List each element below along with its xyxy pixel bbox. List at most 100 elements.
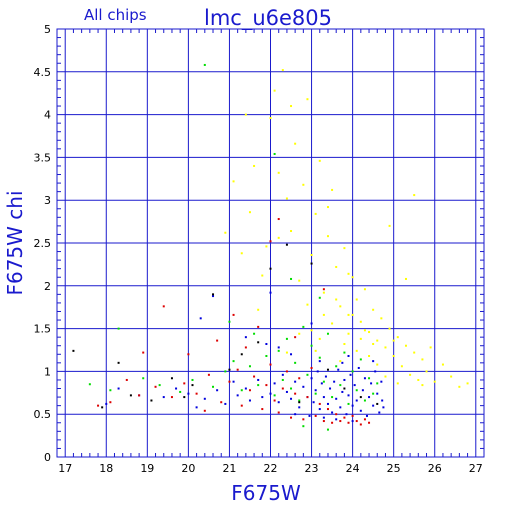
data-point (384, 346, 387, 349)
data-point (318, 337, 321, 340)
data-point (404, 277, 407, 280)
data-point (253, 164, 256, 167)
data-point (285, 197, 288, 200)
data-point (294, 392, 297, 395)
data-point (294, 142, 297, 145)
data-point (244, 336, 247, 339)
data-point (400, 365, 403, 368)
data-point (382, 406, 385, 409)
data-point (380, 380, 383, 383)
data-point (310, 377, 313, 380)
data-point (269, 291, 272, 294)
data-point (359, 358, 362, 361)
data-point (312, 401, 315, 404)
data-point (441, 363, 444, 366)
data-point (170, 377, 173, 380)
data-point (466, 382, 469, 385)
x-tick-labels: 17 18 19 20 21 22 23 24 25 26 27 (58, 462, 483, 475)
data-point (333, 380, 336, 383)
data-point (240, 404, 243, 407)
data-point (421, 358, 424, 361)
data-point (306, 373, 309, 376)
data-point (347, 313, 350, 316)
data-point (302, 425, 305, 428)
x-tick-label: 25 (387, 462, 401, 475)
data-point (314, 414, 317, 417)
data-point (273, 89, 276, 92)
data-point (343, 351, 346, 354)
data-point (117, 387, 120, 390)
x-tick-label: 23 (305, 462, 319, 475)
data-point (302, 325, 305, 328)
data-point (363, 329, 366, 332)
data-point (220, 401, 223, 404)
data-point (294, 380, 297, 383)
data-point (417, 378, 420, 381)
data-point (372, 404, 375, 407)
data-point (347, 421, 350, 424)
data-point (355, 298, 358, 301)
data-point (277, 346, 280, 349)
data-point (306, 303, 309, 306)
data-point (310, 322, 313, 325)
data-point (216, 389, 219, 392)
data-point (244, 113, 247, 116)
data-point (117, 327, 120, 330)
data-point (368, 331, 371, 334)
data-point (331, 188, 334, 191)
y-tick-labels: 0 0.5 1 1.5 2 2.5 3 3.5 4 4.5 5 (34, 23, 52, 464)
data-point (310, 344, 313, 347)
y-tick-label: 4 (44, 109, 51, 122)
data-point (265, 384, 268, 387)
y-tick-label: 0 (44, 451, 51, 464)
data-point (316, 370, 319, 373)
data-point (105, 402, 108, 405)
data-point (365, 414, 368, 417)
data-point (378, 411, 381, 414)
data-point (351, 313, 354, 316)
data-point (376, 402, 379, 405)
data-point (269, 392, 272, 395)
data-point (359, 396, 362, 399)
data-point (285, 390, 288, 393)
data-point (314, 392, 317, 395)
data-point (450, 375, 453, 378)
y-tick-label: 0.5 (34, 408, 52, 421)
data-point (109, 401, 112, 404)
data-point (257, 378, 260, 381)
data-point (343, 378, 346, 381)
data-point (368, 396, 371, 399)
x-tick-label: 18 (99, 462, 113, 475)
data-point (224, 231, 227, 234)
data-point (277, 218, 280, 221)
data-point (265, 354, 268, 357)
data-point (324, 375, 327, 378)
data-point (355, 420, 358, 423)
data-point (269, 117, 272, 120)
data-point (326, 402, 329, 405)
data-point (269, 240, 272, 243)
data-point (298, 401, 301, 404)
data-point (359, 423, 362, 426)
data-point (339, 305, 342, 308)
data-point (290, 353, 293, 356)
data-point (425, 370, 428, 373)
data-point (326, 408, 329, 411)
data-point (298, 279, 301, 282)
data-point (195, 392, 198, 395)
data-point (318, 408, 321, 411)
data-point (248, 365, 251, 368)
data-point (318, 159, 321, 162)
data-point (244, 346, 247, 349)
data-point (322, 291, 325, 294)
data-point (285, 337, 288, 340)
x-tick-label: 20 (181, 462, 195, 475)
chart-title: lmc_u6e805 (204, 6, 332, 31)
y-tick-label: 1 (44, 365, 51, 378)
data-point (318, 296, 321, 299)
data-point (302, 418, 305, 421)
data-point (310, 262, 313, 265)
data-point (257, 308, 260, 311)
